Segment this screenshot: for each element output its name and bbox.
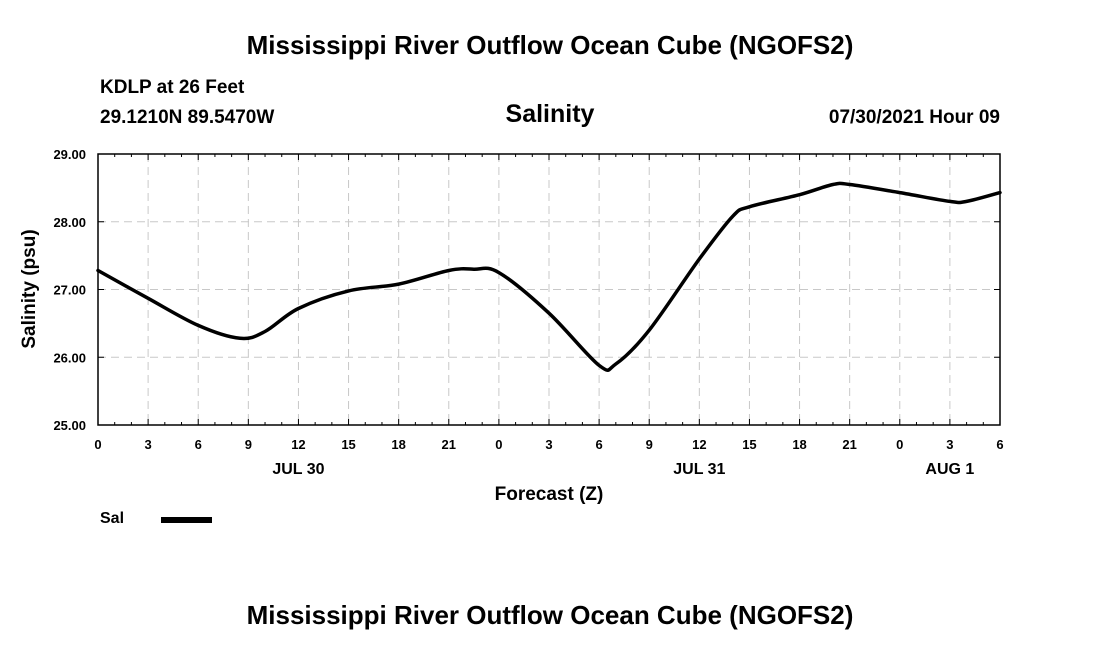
station-label: KDLP at 26 Feet (100, 77, 245, 98)
plot-title: Salinity (505, 100, 595, 128)
x-tick-label: 6 (996, 437, 1003, 452)
x-tick-label: 18 (391, 437, 405, 452)
y-tick-label: 25.00 (53, 418, 86, 433)
series-layer (96, 181, 1002, 372)
grid (98, 154, 1000, 425)
legend-label: Sal (100, 510, 125, 527)
x-tick-label: 3 (545, 437, 552, 452)
x-tick-label: 9 (646, 437, 653, 452)
x-tick-label: 0 (495, 437, 502, 452)
x-tick-label: 6 (595, 437, 602, 452)
x-tick-label: 0 (94, 437, 101, 452)
y-axis-label: Salinity (psu) (19, 229, 40, 348)
x-tick-label: 9 (245, 437, 252, 452)
x-axis-label: Forecast (Z) (495, 484, 604, 505)
station-coordinates: 29.1210N 89.5470W (100, 107, 275, 128)
x-tick-label: 12 (692, 437, 706, 452)
x-tick-label: 15 (742, 437, 756, 452)
axis-ticks: 0 3 6 9 12 15 18 21 0 3 6 9 12 15 18 21 0 3 6 25.00 26.00 27.… (53, 147, 1003, 478)
x-tick-label: 0 (896, 437, 903, 452)
chart-title-bottom: Mississippi River Outflow Ocean Cube (NG… (246, 600, 854, 630)
y-tick-label: 28.00 (53, 215, 86, 230)
date-label: JUL 30 (272, 461, 324, 478)
x-tick-label: 6 (195, 437, 202, 452)
date-label: JUL 31 (673, 461, 725, 478)
chart-title-top: Mississippi River Outflow Ocean Cube (NG… (246, 30, 854, 60)
forecast-datetime: 07/30/2021 Hour 09 (828, 107, 1000, 128)
x-tick-label: 18 (792, 437, 806, 452)
date-label: AUG 1 (925, 461, 974, 478)
x-tick-label: 3 (946, 437, 953, 452)
x-tick-label: 15 (341, 437, 355, 452)
y-tick-label: 27.00 (53, 283, 86, 298)
x-tick-label: 3 (144, 437, 151, 452)
y-tick-label: 26.00 (53, 350, 86, 365)
salinity-series-line (96, 181, 1002, 372)
legend-line-swatch (161, 517, 212, 523)
y-tick-label: 29.00 (53, 147, 86, 162)
x-tick-label: 21 (442, 437, 456, 452)
x-tick-label: 21 (842, 437, 856, 452)
x-tick-label: 12 (291, 437, 305, 452)
